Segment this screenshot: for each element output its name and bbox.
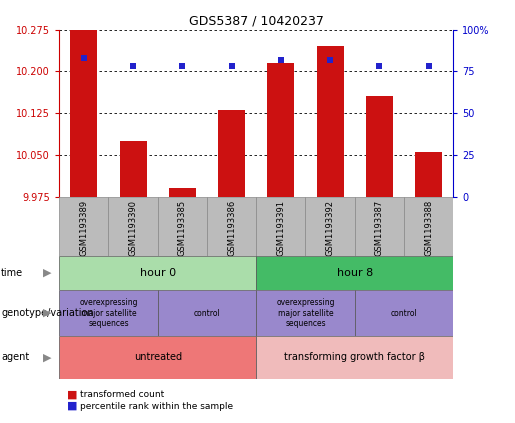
Text: GSM1193387: GSM1193387	[375, 200, 384, 256]
Text: GSM1193392: GSM1193392	[325, 200, 335, 255]
Bar	[404, 197, 453, 256]
Bar	[158, 290, 256, 336]
Bar	[256, 290, 355, 336]
Text: hour 8: hour 8	[337, 268, 373, 278]
Bar	[59, 256, 256, 290]
Point	[80, 55, 88, 61]
Text: control: control	[390, 308, 417, 318]
Text: genotype/variation: genotype/variation	[1, 308, 94, 318]
Bar	[355, 197, 404, 256]
Text: GSM1193390: GSM1193390	[129, 200, 138, 255]
Point	[424, 63, 433, 70]
Text: GSM1193391: GSM1193391	[277, 200, 285, 255]
Text: ▶: ▶	[43, 352, 52, 363]
Text: GSM1193388: GSM1193388	[424, 200, 433, 256]
Bar	[305, 197, 355, 256]
Bar	[109, 197, 158, 256]
Bar	[158, 197, 207, 256]
Text: ■: ■	[67, 401, 77, 411]
Bar	[415, 152, 442, 197]
Text: GSM1193385: GSM1193385	[178, 200, 187, 256]
Title: GDS5387 / 10420237: GDS5387 / 10420237	[189, 14, 323, 27]
Bar	[366, 96, 393, 197]
Bar	[317, 47, 344, 197]
Bar	[59, 290, 158, 336]
Bar	[355, 290, 453, 336]
Text: agent: agent	[1, 352, 29, 363]
Bar	[59, 336, 256, 379]
Bar	[256, 336, 453, 379]
Bar	[59, 197, 109, 256]
Text: overexpressing
major satellite
sequences: overexpressing major satellite sequences	[276, 298, 335, 328]
Bar	[169, 188, 196, 197]
Text: hour 0: hour 0	[140, 268, 176, 278]
Text: GSM1193389: GSM1193389	[79, 200, 89, 256]
Text: ▶: ▶	[43, 308, 52, 318]
Text: untreated: untreated	[134, 352, 182, 363]
Text: transforming growth factor β: transforming growth factor β	[284, 352, 425, 363]
Point	[178, 63, 186, 70]
Text: ■: ■	[67, 389, 77, 399]
Bar	[207, 197, 256, 256]
Bar	[218, 110, 245, 197]
Bar	[119, 141, 147, 197]
Bar	[256, 256, 453, 290]
Bar	[256, 197, 305, 256]
Point	[375, 63, 384, 70]
Text: overexpressing
major satellite
sequences: overexpressing major satellite sequences	[79, 298, 138, 328]
Point	[277, 56, 285, 63]
Point	[228, 63, 236, 70]
Text: time: time	[1, 268, 23, 278]
Text: ▶: ▶	[43, 268, 52, 278]
Bar	[267, 63, 295, 197]
Text: transformed count: transformed count	[80, 390, 164, 399]
Point	[326, 56, 334, 63]
Text: GSM1193386: GSM1193386	[227, 200, 236, 256]
Text: percentile rank within the sample: percentile rank within the sample	[80, 401, 233, 411]
Bar	[71, 30, 97, 197]
Point	[129, 63, 137, 70]
Text: control: control	[194, 308, 220, 318]
